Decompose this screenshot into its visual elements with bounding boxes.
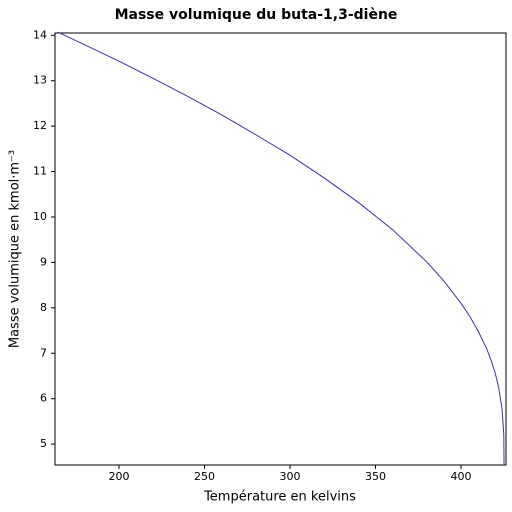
x-axis-label: Température en kelvins [203,490,356,505]
data-line [57,31,505,466]
y-tick-label: 8 [40,301,47,314]
y-tick-label: 7 [40,346,47,359]
x-tick-label: 300 [279,470,300,483]
chart-title: Masse volumique du buta-1,3-diène [115,7,398,23]
y-axis-label: Masse volumique en kmol·m⁻³ [8,150,23,348]
y-tick-label: 11 [33,165,47,178]
plot-frame [54,32,507,466]
x-tick-label: 350 [365,470,386,483]
x-tick-label: 250 [194,470,215,483]
x-tick-label: 200 [108,470,129,483]
y-tick-label: 13 [33,74,47,87]
y-tick-label: 9 [40,255,47,268]
y-tick-label: 6 [40,392,47,405]
y-tick-label: 5 [40,437,47,450]
y-tick-label: 10 [33,210,47,223]
y-tick-label: 14 [33,28,47,41]
x-tick-label: 400 [451,470,472,483]
y-tick-label: 12 [33,119,47,132]
